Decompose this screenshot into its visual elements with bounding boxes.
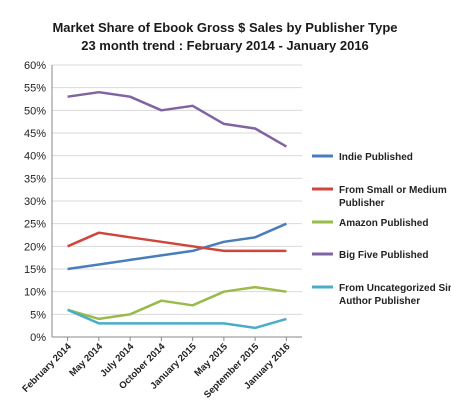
y-tick-label: 50%: [24, 105, 46, 117]
y-tick-label: 0%: [30, 332, 46, 344]
series-line: [67, 222, 287, 271]
legend-entry: Indie Published: [339, 152, 413, 163]
gridlines: [51, 64, 302, 338]
y-tick-label: 15%: [24, 264, 46, 276]
y-tick-label: 40%: [24, 151, 46, 163]
chart-subtitle: 23 month trend : February 2014 - January…: [81, 38, 369, 53]
y-tick-label: 45%: [24, 128, 46, 140]
series-line: [67, 308, 287, 330]
y-tick-label: 30%: [24, 196, 46, 208]
legend: Indie Published From Small or Medium Publi…: [312, 152, 451, 307]
legend-entry: From Small or Medium Publisher: [339, 185, 447, 209]
y-tick-label: 10%: [24, 287, 46, 299]
y-tick-label: 60%: [24, 60, 46, 72]
y-axis-ticks: 0% 5% 10% 15% 20% 25% 30% 35% 40% 45% 50% 55% 60%: [24, 60, 46, 344]
series-line: [67, 285, 287, 321]
y-tick-label: 5%: [30, 309, 46, 321]
chart-title: Market Share of Ebook Gross $ Sales by P…: [52, 20, 397, 35]
y-tick-label: 20%: [24, 241, 46, 253]
legend-entry: Big Five Published: [339, 250, 428, 261]
x-tick-label: February 2014: [20, 341, 74, 395]
y-tick-label: 55%: [24, 83, 46, 95]
x-tick-label: September 2015: [202, 341, 262, 401]
series-lines: [67, 90, 288, 330]
y-tick-label: 35%: [24, 173, 46, 185]
series-line: [67, 90, 288, 148]
legend-entry: From Uncategorized SingleAuthor Publishe…: [339, 283, 451, 307]
legend-entry: Amazon Published: [339, 218, 428, 229]
series-line: [67, 231, 287, 253]
y-tick-label: 25%: [24, 219, 46, 231]
